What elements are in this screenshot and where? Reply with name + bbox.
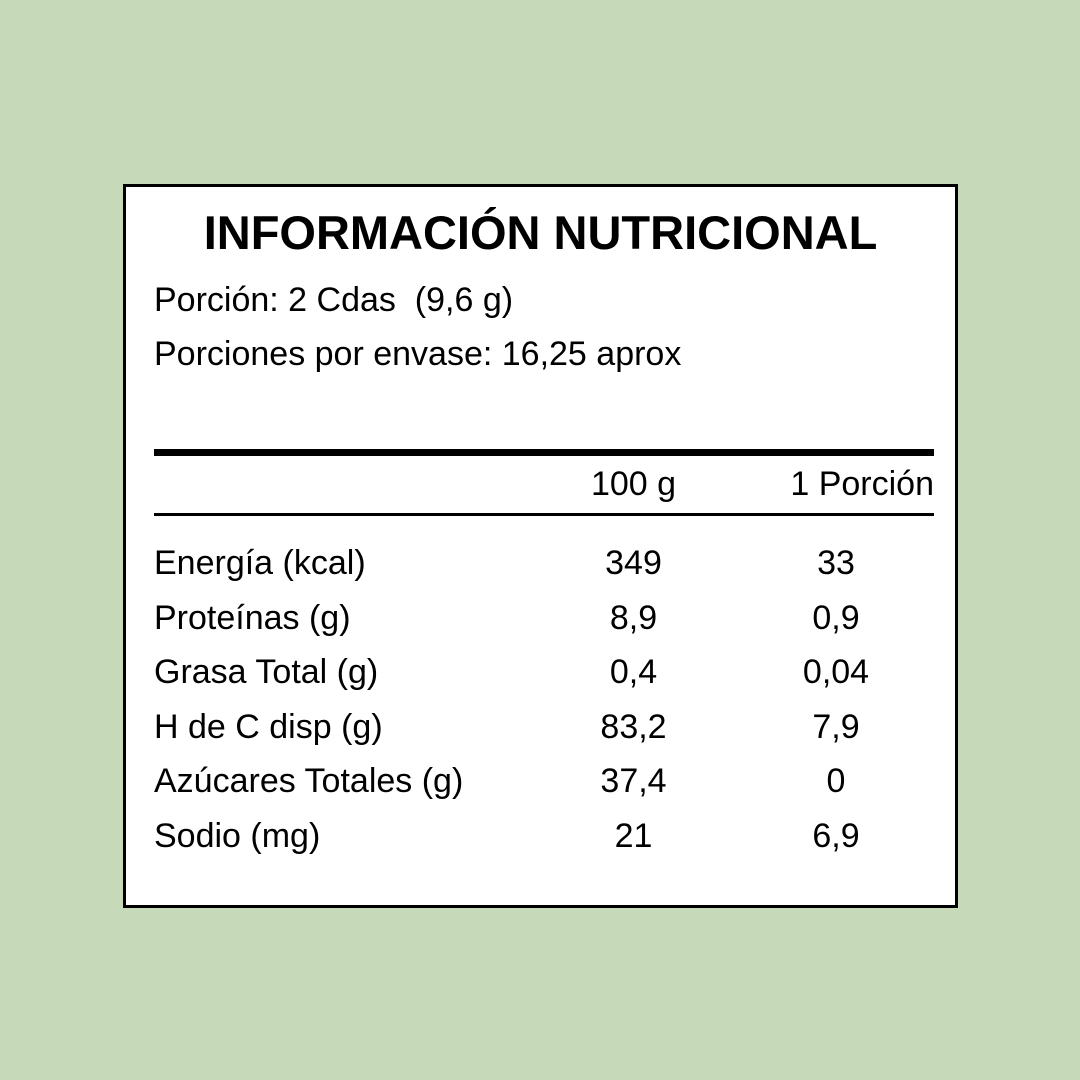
serving: Porción: 2 Cdas (9,6 g) (154, 281, 514, 319)
nutrient-value: 0,4 (609, 653, 658, 691)
nutrient-value: 7,9 (812, 707, 860, 746)
nutrient-value: 8,9 (609, 598, 658, 637)
servings-per-pack: Porciones por envase: 16,25 aprox (154, 335, 682, 373)
nutrient-value: 0,04 (802, 653, 870, 691)
nutrient-value: 33 (817, 544, 855, 582)
nutrient-name: Energía (kcal) (154, 544, 366, 582)
nutrient-name: Grasa Total (g) (154, 653, 379, 691)
nutrient-value: 0,9 (812, 598, 860, 637)
column-header: 100 g (590, 465, 677, 503)
title: INFORMACIÓN NUTRICIONAL (203, 206, 878, 259)
nutrient-value: 21 (614, 816, 653, 855)
nutrient-value: 0 (826, 762, 846, 800)
nutrient-name: Sodio (mg) (154, 816, 321, 855)
thick-rule (154, 449, 934, 456)
nutrient-value: 83,2 (600, 707, 667, 746)
thin-rule (154, 513, 934, 516)
nutrition-label: INFORMACIÓN NUTRICIONAL Porción: 2 Cdas … (123, 184, 958, 908)
nutrient-value: 6,9 (812, 816, 860, 855)
nutrient-value: 37,4 (600, 762, 667, 800)
nutrient-name: H de C disp (g) (154, 707, 383, 746)
column-header: 1 Porción (790, 465, 934, 503)
nutrient-name: Proteínas (g) (154, 598, 351, 637)
nutrient-name: Azúcares Totales (g) (154, 762, 464, 800)
nutrient-value: 349 (605, 544, 662, 582)
